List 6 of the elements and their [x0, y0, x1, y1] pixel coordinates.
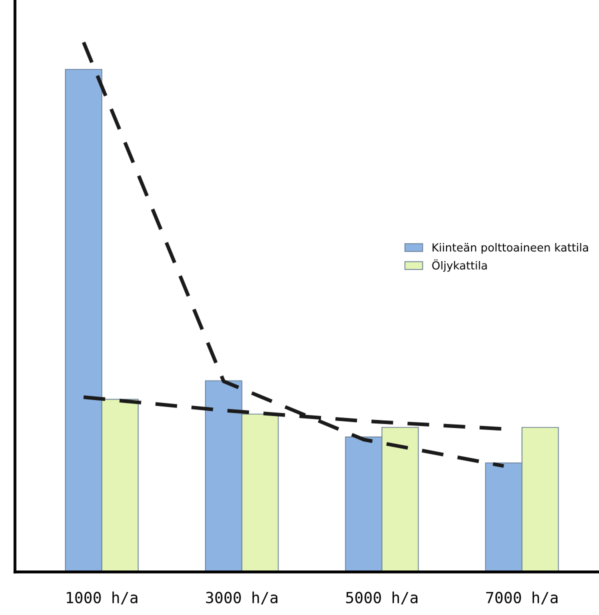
legend-label: Öljykattila — [432, 259, 487, 272]
x-tick-label: 1000 h/a — [66, 591, 138, 604]
legend-label: Kiinteän polttoaineen kattila — [432, 243, 588, 254]
x-tick-label: 5000 h/a — [346, 591, 418, 604]
x-tick-label: 7000 h/a — [486, 591, 558, 604]
x-tick-label: 3000 h/a — [206, 591, 278, 604]
